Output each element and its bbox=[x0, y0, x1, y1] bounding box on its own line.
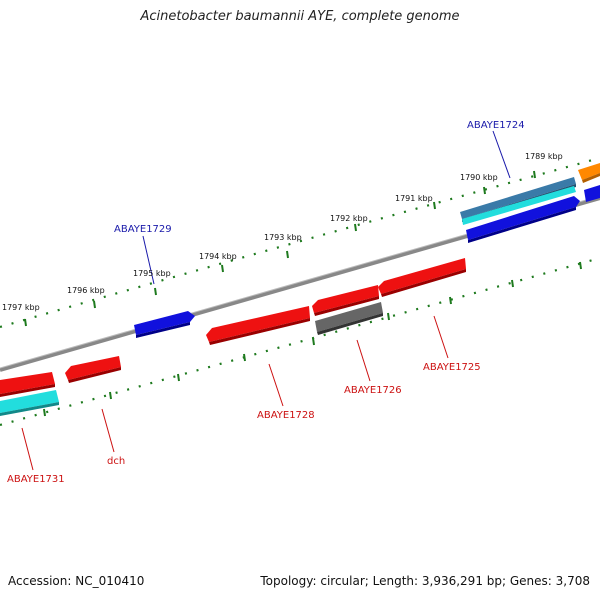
tick-1790: 1790 kbp bbox=[460, 173, 498, 182]
gene-blue-abaye1729[interactable] bbox=[134, 311, 195, 338]
tick-1797: 1797 kbp bbox=[2, 303, 40, 312]
forward-tick-track bbox=[0, 156, 600, 329]
gene-gray-abaye1726[interactable] bbox=[315, 302, 383, 335]
label-abaye1724: ABAYE1724 bbox=[467, 120, 525, 131]
label-abaye1729: ABAYE1729 bbox=[114, 224, 172, 235]
label-abaye1725: ABAYE1725 bbox=[423, 362, 481, 373]
gene-cyan-abaye1731[interactable] bbox=[0, 390, 59, 416]
gene-blue-top[interactable] bbox=[466, 196, 580, 243]
tick-1791: 1791 kbp bbox=[395, 194, 433, 203]
tick-1792: 1792 kbp bbox=[330, 214, 368, 223]
gene-red-abaye1725[interactable] bbox=[378, 258, 466, 297]
gene-labels: ABAYE1724 ABAYE1729 ABAYE1725 ABAYE1726 … bbox=[7, 120, 525, 485]
accession-text: Accession: NC_010410 bbox=[8, 574, 145, 588]
gene-red-left[interactable] bbox=[0, 372, 55, 397]
tick-1789: 1789 kbp bbox=[525, 152, 563, 161]
tick-1795: 1795 kbp bbox=[133, 269, 171, 278]
tick-1793: 1793 kbp bbox=[264, 233, 302, 242]
map-title: Acinetobacter baumannii AYE, complete ge… bbox=[140, 9, 460, 24]
forward-major-ticks bbox=[24, 170, 536, 327]
gene-red-abaye1728[interactable] bbox=[206, 306, 310, 345]
tick-labels: 1789 kbp 1790 kbp 1791 kbp 1792 kbp 1793… bbox=[2, 152, 563, 312]
reverse-major-ticks bbox=[43, 261, 582, 417]
label-abaye1728: ABAYE1728 bbox=[257, 410, 315, 421]
gene-red-dch[interactable] bbox=[65, 356, 121, 383]
gene-blue-right-edge[interactable] bbox=[584, 185, 600, 202]
genome-summary-text: Topology: circular; Length: 3,936,291 bp… bbox=[260, 574, 590, 588]
label-dch: dch bbox=[107, 456, 125, 467]
gene-red-small[interactable] bbox=[312, 285, 379, 316]
tick-1794: 1794 kbp bbox=[199, 252, 237, 261]
tick-1796: 1796 kbp bbox=[67, 286, 105, 295]
label-abaye1731: ABAYE1731 bbox=[7, 474, 65, 485]
gene-cyan-top[interactable] bbox=[462, 186, 576, 225]
callout-lines bbox=[21, 130, 511, 471]
gene-orange-top-right[interactable] bbox=[578, 163, 600, 183]
label-abaye1726: ABAYE1726 bbox=[344, 385, 402, 396]
